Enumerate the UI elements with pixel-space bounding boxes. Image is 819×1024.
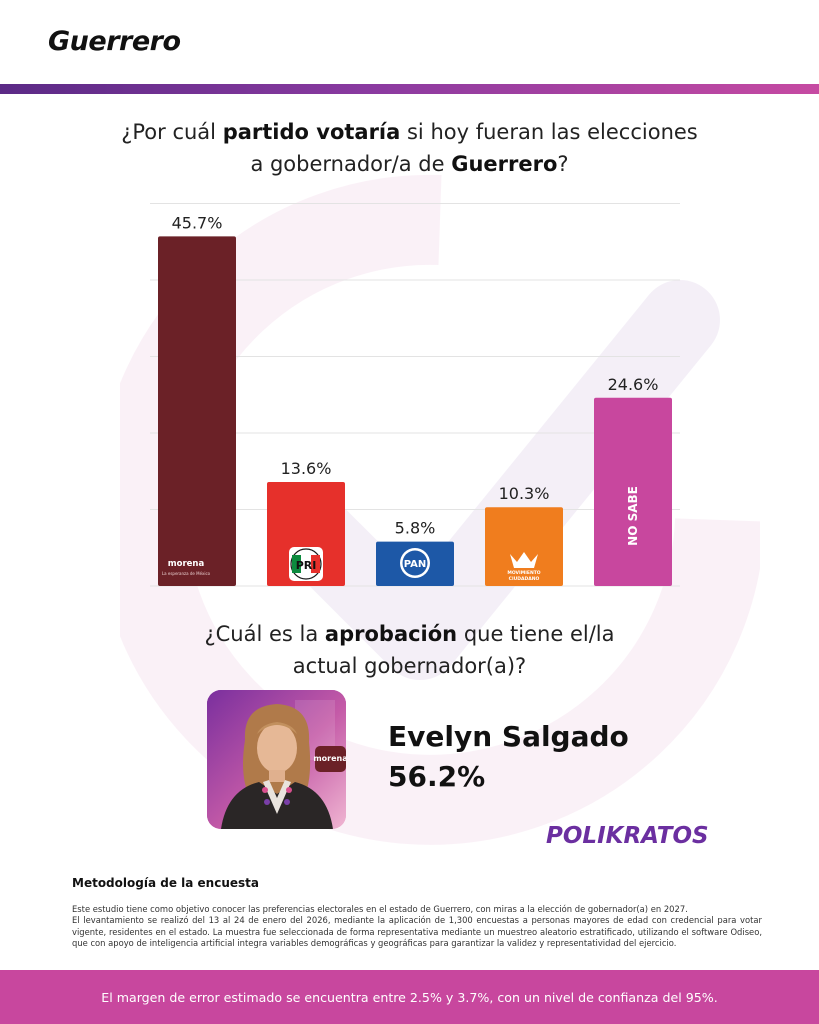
header-gradient-bar <box>0 84 819 94</box>
candidate-name: Evelyn Salgado <box>388 720 629 753</box>
methodology-text: Este estudio tiene como objetivo conocer… <box>72 904 762 950</box>
methodology-paragraph-2: El levantamiento se realizó del 13 al 24… <box>72 915 762 949</box>
brand-name: POLIKRATOS <box>546 823 709 849</box>
movimiento-ciudadano-logo-line2: CIUDADANO <box>509 576 540 582</box>
data-label: 45.7% <box>172 213 223 232</box>
bar-movimiento-ciudadano <box>485 507 563 586</box>
morena-logo: morena <box>168 559 205 569</box>
data-label: 5.8% <box>395 519 436 538</box>
page-title: Guerrero <box>48 26 181 57</box>
footer-banner: El margen de error estimado se encuentra… <box>0 970 819 1024</box>
pri-logo-green <box>292 555 301 573</box>
photo-badge-text: morena <box>313 754 346 763</box>
bar-no-sabe <box>594 397 672 586</box>
pan-logo: PAN <box>404 559 427 570</box>
data-label: 13.6% <box>281 459 332 478</box>
polikratos-logo: POLIKRATOS <box>546 823 709 849</box>
data-label: 10.3% <box>499 484 550 503</box>
morena-logo-tagline: La esperanza de México <box>162 571 211 576</box>
governor-photo: morena <box>207 690 346 829</box>
pri-logo: PRI <box>296 559 317 572</box>
methodology-paragraph-1: Este estudio tiene como objetivo conocer… <box>72 904 688 914</box>
data-label: 24.6% <box>608 375 659 394</box>
approval-value: 56.2% <box>388 760 486 793</box>
question-approval-line1: ¿Cuál es la aprobación que tiene el/la <box>204 622 615 646</box>
margin-of-error-text: El margen de error estimado se encuentra… <box>101 989 718 1005</box>
no-sabe-label: NO SABE <box>626 486 640 546</box>
question-approval: ¿Cuál es la aprobación que tiene el/la a… <box>40 618 779 682</box>
movimiento-ciudadano-logo: MOVIMIENTO <box>507 570 540 576</box>
methodology-title: Metodología de la encuesta <box>72 876 259 890</box>
bar-morena <box>158 236 236 586</box>
bar-pri <box>267 481 345 586</box>
header: Guerrero <box>0 0 819 84</box>
portrait-image: morena <box>207 690 346 829</box>
pan-logo-inner <box>402 550 428 576</box>
question-vote: ¿Por cuál partido votaría si hoy fueran … <box>40 116 779 180</box>
vote-bar-chart: 45.7% 13.6% 5.8% 10.3% 24.6% morena La esperan… <box>150 203 680 587</box>
pri-logo-red <box>311 555 320 573</box>
question-approval-line2: actual gobernador(a)? <box>292 654 527 678</box>
question-vote-line1: ¿Por cuál partido votaría si hoy fueran … <box>121 120 698 144</box>
question-vote-line2: a gobernador/a de Guerrero? <box>250 152 569 176</box>
movimiento-ciudadano-eagle-icon <box>510 552 538 568</box>
